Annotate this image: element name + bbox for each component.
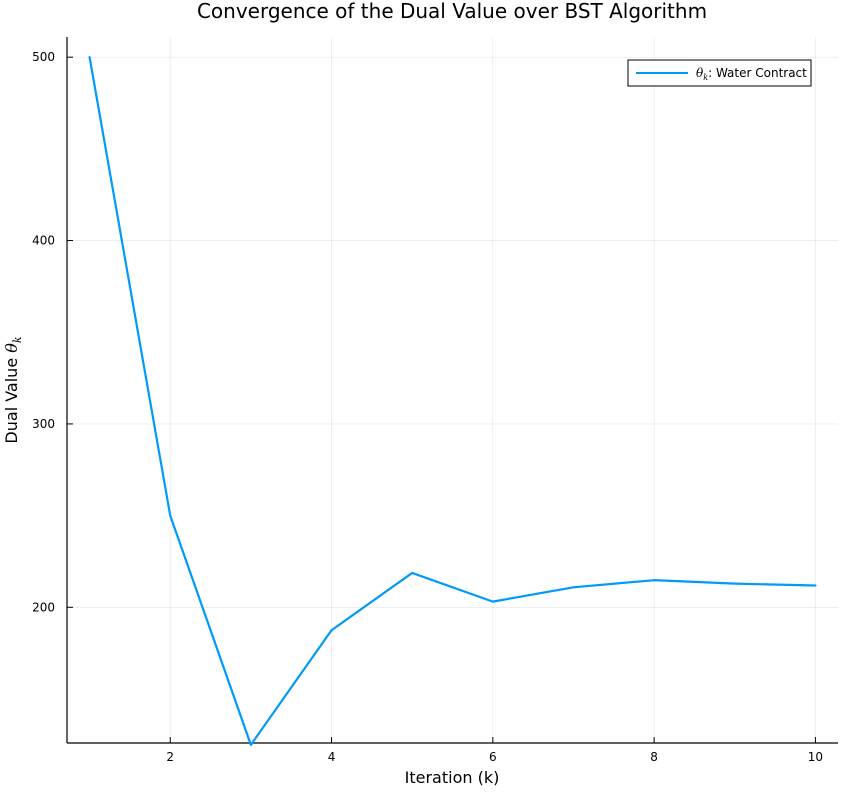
series-line-0 [88, 56, 817, 746]
y-axis-label-symbol: θ [2, 343, 21, 353]
legend: θk: Water Contract [627, 59, 812, 87]
x-tick-label-2: 6 [489, 750, 497, 764]
y-axis-label: Dual Value θk [2, 336, 24, 443]
legend-entry-0: θk: Water Contract [696, 66, 807, 82]
y-tick-label-0: 200 [32, 600, 55, 614]
y-tick-label-3: 500 [32, 50, 55, 64]
series-group [88, 56, 817, 746]
grid [67, 37, 838, 743]
y-axis-label-subscript: k [11, 336, 24, 343]
legend-subscript: k [703, 73, 708, 82]
x-tick-label-3: 8 [650, 750, 658, 764]
legend-symbol: θ [696, 66, 704, 80]
y-axis-label-main: Dual Value [2, 353, 21, 444]
y-tick-label-1: 300 [32, 417, 55, 431]
axes [66, 37, 838, 744]
x-axis-label: Iteration (k) [405, 768, 500, 787]
x-tick-label-4: 10 [808, 750, 823, 764]
legend-label: : Water Contract [708, 66, 807, 80]
y-tick-label-2: 400 [32, 234, 55, 248]
x-tick-label-0: 2 [166, 750, 174, 764]
x-tick-label-1: 4 [328, 750, 336, 764]
ticks: 2 4 6 8 10 200 300 400 500 [32, 50, 823, 764]
chart-title: Convergence of the Dual Value over BST A… [197, 0, 707, 23]
